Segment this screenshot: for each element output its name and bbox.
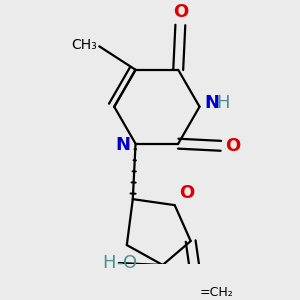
Text: -O: -O	[116, 254, 137, 272]
Text: N: N	[204, 94, 219, 112]
Text: O: O	[225, 137, 241, 155]
Text: N: N	[116, 136, 130, 154]
Text: O: O	[173, 3, 188, 21]
Text: CH₃: CH₃	[71, 38, 97, 52]
Text: =CH₂: =CH₂	[200, 286, 233, 299]
Text: H: H	[216, 94, 229, 112]
Text: H: H	[102, 254, 116, 272]
Text: O: O	[179, 184, 194, 202]
